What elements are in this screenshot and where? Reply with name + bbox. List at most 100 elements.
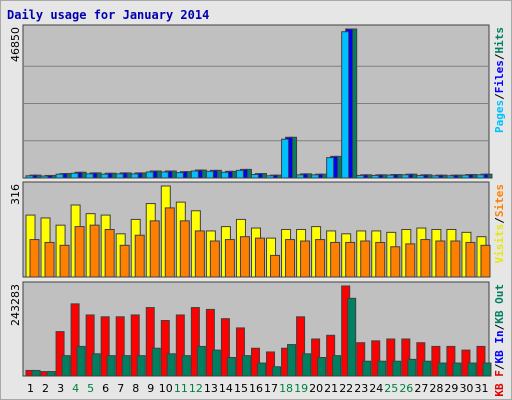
x-tick-label: 5 [87, 382, 94, 395]
x-tick-label: 22 [339, 382, 353, 395]
legend-kbf-kbin-kbout: KB F/KB In/KB Out [493, 284, 506, 397]
bar-pages [326, 157, 335, 179]
bar-kb-f [70, 303, 80, 377]
x-tick-label: 13 [204, 382, 218, 395]
bar-kb-f [130, 314, 140, 377]
bar-sites [254, 237, 265, 278]
bar-kb-out [196, 345, 206, 377]
bar-pages [115, 173, 124, 179]
bar-kb-out [91, 353, 101, 377]
x-tick-label: 21 [324, 382, 338, 395]
x-tick-label: 10 [159, 382, 173, 395]
bar-kb-out [377, 360, 387, 377]
bar-pages [175, 172, 184, 179]
bar-kb-out [106, 355, 116, 377]
bar-kb-out [166, 353, 176, 377]
bar-pages [281, 138, 290, 179]
legend-entry: Sites [493, 184, 506, 217]
x-tick-label: 29 [444, 382, 458, 395]
bar-kb-out [46, 371, 56, 377]
bar-sites [390, 246, 401, 278]
x-tick-label: 12 [189, 382, 203, 395]
bar-pages [476, 174, 485, 179]
x-tick-label: 18 [279, 382, 293, 395]
bar-pages [25, 175, 34, 179]
bar-kb-f [115, 316, 125, 377]
x-tick-label: 24 [369, 382, 383, 395]
legend-entry: Visits [493, 224, 506, 264]
legend-entry: KB In [493, 330, 506, 363]
legend-entry: / [493, 93, 506, 100]
bar-kb-f [145, 307, 155, 377]
bar-pages [55, 173, 64, 179]
bar-sites [134, 234, 145, 278]
bar-pages [70, 172, 79, 179]
bar-kb-f [371, 340, 381, 377]
bar-pages [431, 175, 440, 179]
x-tick-label: 26 [399, 382, 413, 395]
x-tick-label: 19 [294, 382, 308, 395]
bar-pages [160, 171, 169, 179]
bar-kb-f [401, 338, 411, 377]
bar-pages [356, 174, 365, 179]
bar-kb-f [55, 331, 65, 377]
bar-kb-out [151, 347, 161, 377]
legend-entry: Pages [493, 100, 506, 133]
bar-sites [465, 241, 476, 278]
bar-pages [145, 171, 154, 179]
bar-kb-out [422, 360, 432, 377]
bar-kb-f [296, 316, 306, 377]
bar-sites [270, 254, 281, 278]
bar-kb-out [31, 369, 41, 377]
legend-pages-files-hits: Pages/Files/Hits [493, 27, 506, 133]
max-label: 243283 [9, 284, 22, 326]
bar-pages [100, 173, 109, 179]
legend-entry: / [493, 323, 506, 330]
bar-sites [480, 244, 491, 278]
x-tick-label: 14 [219, 382, 233, 395]
legend-entry: KB F [493, 370, 506, 397]
bar-pages [130, 173, 139, 179]
bar-kb-f [235, 327, 245, 377]
legend-entry: / [493, 53, 506, 60]
bar-kb-f [250, 347, 260, 377]
bar-kb-out [241, 355, 251, 377]
bar-pages [296, 174, 305, 179]
x-tick-label: 27 [414, 382, 428, 395]
bar-kb-f [175, 314, 185, 377]
max-label: 46850 [9, 27, 22, 62]
bar-pages [446, 175, 455, 179]
bar-kb-out [61, 355, 71, 377]
bar-kb-out [136, 355, 146, 377]
bar-sites [285, 239, 296, 278]
bar-kb-out [211, 349, 221, 377]
bar-kb-out [482, 362, 492, 377]
bar-sites [89, 224, 100, 278]
x-tick-label: 7 [117, 382, 124, 395]
bar-sites [209, 240, 220, 278]
bar-sites [104, 228, 115, 278]
bar-sites [300, 240, 311, 278]
bar-kb-f [85, 314, 95, 377]
bar-sites [224, 239, 235, 278]
x-tick-label: 30 [459, 382, 473, 395]
x-tick-label: 6 [102, 382, 109, 395]
bar-pages [341, 31, 350, 179]
x-tick-label: 20 [309, 382, 323, 395]
bar-kb-f [190, 307, 200, 377]
bar-pages [416, 174, 425, 179]
bar-pages [235, 169, 244, 179]
x-tick-label: 1 [27, 382, 34, 395]
bar-sites [345, 241, 356, 278]
bar-kb-f [266, 351, 276, 377]
x-tick-label: 28 [429, 382, 443, 395]
bar-sites [330, 241, 341, 278]
legend-entry: KB Out [493, 284, 506, 324]
bar-kb-f [356, 342, 366, 377]
bar-sites [164, 207, 175, 278]
bar-kb-out [362, 360, 372, 377]
bar-kb-f [205, 308, 215, 377]
bar-kb-out [452, 362, 462, 377]
bar-sites [315, 239, 326, 278]
